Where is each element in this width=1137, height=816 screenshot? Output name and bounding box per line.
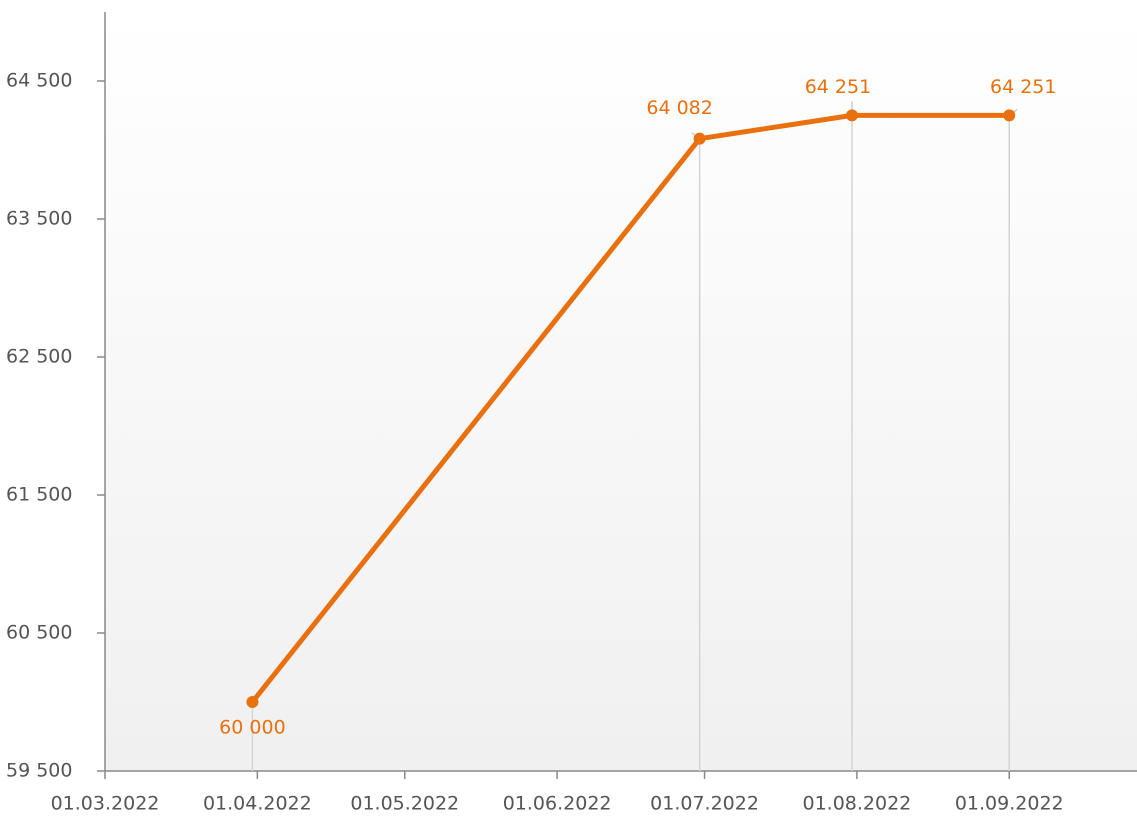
point bbox=[246, 696, 259, 708]
data-label: 64 251 bbox=[805, 76, 871, 98]
point bbox=[1003, 109, 1016, 122]
y-tick-label: 64 500 bbox=[6, 70, 72, 92]
plot-area bbox=[105, 12, 1137, 771]
y-tick-label: 59 500 bbox=[6, 760, 72, 782]
point bbox=[693, 132, 706, 145]
x-tick-label: 01.04.2022 bbox=[203, 793, 312, 815]
point bbox=[845, 109, 858, 122]
x-tick-label: 01.09.2022 bbox=[955, 793, 1064, 815]
x-tick-label: 01.03.2022 bbox=[51, 793, 160, 815]
data-label: 60 000 bbox=[219, 717, 285, 739]
x-tick-label: 01.06.2022 bbox=[503, 793, 612, 815]
series-line bbox=[250, 112, 1010, 704]
y-tick-label: 63 500 bbox=[6, 208, 72, 230]
x-tick-label: 01.08.2022 bbox=[802, 793, 911, 815]
data-label: 64 251 bbox=[990, 76, 1056, 98]
data-label: 64 082 bbox=[646, 97, 712, 119]
y-tick-label: 62 500 bbox=[6, 346, 72, 368]
x-tick-label: 01.07.2022 bbox=[650, 793, 759, 815]
x-tick-label: 01.05.2022 bbox=[350, 793, 459, 815]
y-tick-label: 60 500 bbox=[6, 622, 72, 644]
y-tick-label: 61 500 bbox=[6, 484, 72, 506]
